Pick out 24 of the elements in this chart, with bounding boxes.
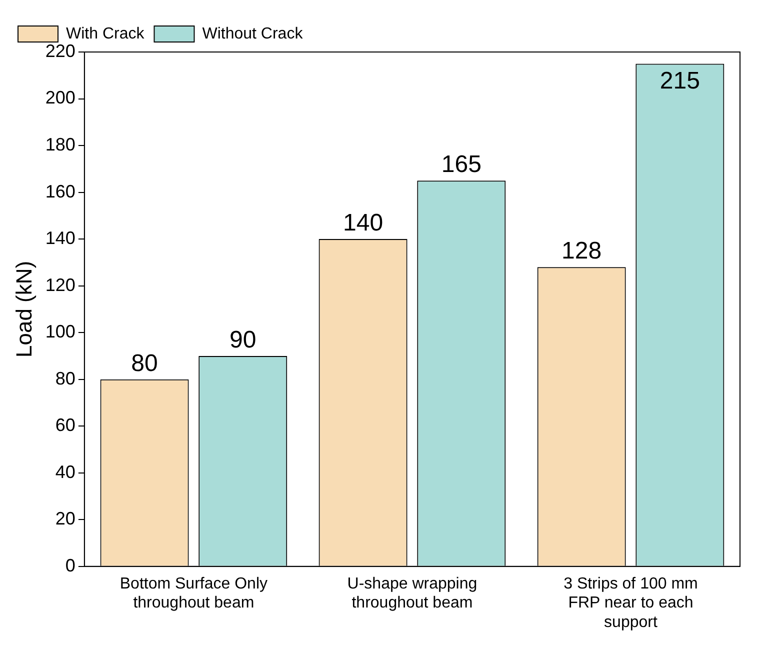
data-label: 165 [441, 151, 482, 178]
y-axis-title: Load (kN) [11, 260, 36, 358]
y-tick-label: 200 [45, 88, 76, 108]
y-tick-label: 140 [45, 228, 76, 248]
y-tick-label: 220 [45, 40, 76, 61]
y-tick-label: 60 [55, 415, 76, 436]
y-tick-label: 160 [45, 181, 76, 202]
x-tick-label: 3 Strips of 100 mm FRP near to each support [564, 575, 698, 631]
data-label: 128 [562, 238, 602, 265]
data-label: 215 [660, 67, 700, 94]
legend-label: Without Crack [202, 25, 304, 42]
y-tick-label: 80 [55, 368, 76, 388]
data-label: 80 [131, 350, 158, 377]
y-tick-label: 100 [45, 322, 76, 342]
x-tick-label: U-shape wrapping throughout beam [347, 575, 478, 612]
legend-label: With Crack [66, 25, 146, 42]
y-tick-label: 120 [45, 274, 76, 295]
y-tick-label: 40 [55, 462, 76, 482]
data-label: 140 [343, 210, 384, 237]
data-label: 90 [230, 326, 256, 354]
y-tick-label: 180 [45, 134, 76, 154]
y-tick-label: 20 [55, 508, 76, 529]
x-tick-label: Bottom Surface Only throughout beam [120, 575, 268, 612]
y-tick-label: 0 [65, 555, 76, 576]
